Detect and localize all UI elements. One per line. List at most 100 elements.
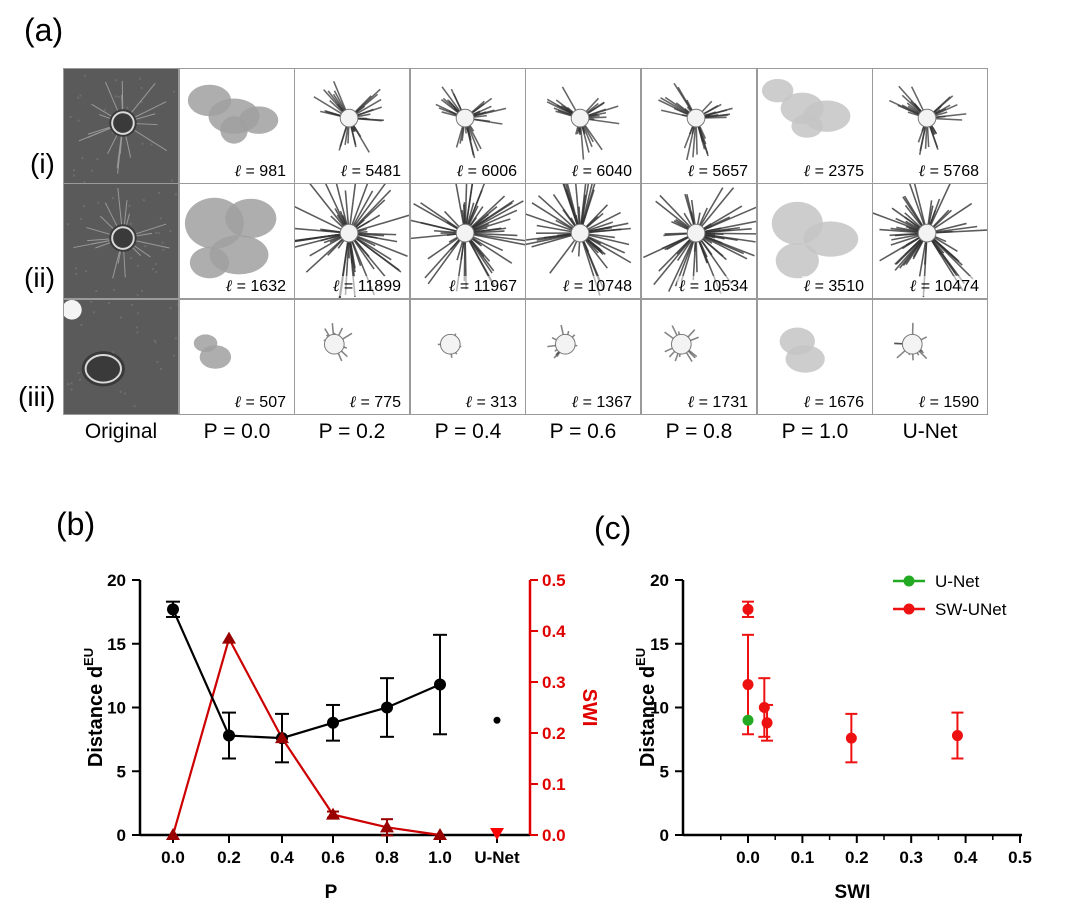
ell-symbol: ℓ	[571, 161, 579, 180]
panel-b-label: (b)	[56, 506, 96, 542]
ell-equals: =	[232, 278, 251, 295]
original-image	[63, 183, 179, 299]
ell-number: 507	[259, 394, 286, 411]
ell-number: 2375	[828, 163, 864, 180]
ell-number: 6040	[596, 163, 632, 180]
ell-value-label: ℓ = 981	[232, 161, 288, 181]
segmentation-image: ℓ = 313	[410, 299, 526, 415]
ell-number: 6006	[481, 163, 517, 180]
chart-b-y2tick-label: 0.2	[542, 724, 566, 743]
segmentation-image: ℓ = 507	[179, 299, 295, 415]
chart-b-xtick-label: 0.6	[321, 848, 345, 867]
chart-b-y2tick-label: 0.4	[542, 622, 566, 641]
ell-equals: =	[339, 278, 358, 295]
chart-b-xlabel: P	[325, 882, 338, 903]
row-label-i: (i)	[30, 148, 55, 179]
segmentation-image: ℓ = 6040	[525, 68, 641, 184]
chart-c-point	[758, 702, 770, 713]
chart-c-xtick-label: 0.0	[736, 848, 760, 867]
ell-equals: =	[810, 278, 829, 295]
ell-number: 981	[259, 163, 286, 180]
ell-symbol: ℓ	[918, 161, 926, 180]
column-label: P = 0.0	[203, 420, 271, 443]
ell-equals: =	[694, 394, 713, 411]
ell-equals: =	[810, 394, 829, 411]
chart-b-swi-line	[171, 635, 441, 837]
ell-number: 1367	[596, 394, 632, 411]
column-label: P = 0.8	[665, 420, 733, 443]
ell-symbol: ℓ	[332, 276, 340, 295]
chart-c-xtick-label: 0.3	[899, 848, 923, 867]
ell-value-label: ℓ = 1676	[801, 392, 866, 412]
ell-equals: =	[455, 278, 474, 295]
chart-c-xtick-label: 0.2	[845, 848, 869, 867]
chart-c-legend-label: U-Net	[935, 572, 980, 591]
chart-b-ytick-label: 15	[107, 635, 126, 654]
chart-b-ytick-label: 20	[107, 571, 126, 590]
chart-b-ytick-label: 10	[107, 699, 126, 718]
ell-value-label: ℓ = 1731	[685, 392, 750, 412]
chart-c-ytick-label: 5	[660, 762, 669, 781]
ell-equals: =	[569, 278, 588, 295]
ell-symbol: ℓ	[803, 161, 811, 180]
ell-symbol: ℓ	[340, 161, 348, 180]
chart-c-xlabel: SWI	[835, 882, 871, 903]
chart-b-distance-point	[167, 603, 179, 616]
segmentation-image: ℓ = 11899	[294, 183, 410, 299]
ell-symbol: ℓ	[687, 392, 695, 411]
ell-number: 313	[490, 394, 517, 411]
ell-value-label: ℓ = 313	[463, 392, 519, 412]
ell-value-label: ℓ = 5481	[338, 161, 403, 181]
segmentation-image: ℓ = 10474	[872, 183, 988, 299]
ell-number: 1676	[828, 394, 864, 411]
chart-c-legend-label: SW-UNet	[935, 600, 1007, 619]
chart-b-ytick-label: 0	[117, 826, 126, 845]
chart-b-xtick-label: 0.2	[217, 848, 241, 867]
ell-equals: =	[578, 394, 597, 411]
chart-b-swi-point	[275, 731, 289, 744]
chart-b-distance-point	[223, 729, 235, 742]
chart-b-y2tick-label: 0.5	[542, 571, 566, 590]
ell-symbol: ℓ	[225, 276, 233, 295]
ell-number: 5768	[943, 163, 979, 180]
segmentation-image: ℓ = 1731	[641, 299, 757, 415]
ell-value-label: ℓ = 5657	[685, 161, 750, 181]
column-label: P = 0.4	[434, 420, 502, 443]
ell-number: 10474	[934, 278, 980, 295]
ell-equals: =	[241, 394, 260, 411]
chart-b-xtick-label: 0.4	[270, 848, 294, 867]
chart-c-ytick-label: 10	[650, 699, 669, 718]
chart-b-distance-line	[171, 608, 441, 740]
chart-b-distance-point	[493, 716, 501, 724]
ell-value-label: ℓ = 11967	[446, 276, 519, 296]
chart-b-y2tick-label: 0.3	[542, 673, 566, 692]
ell-equals: =	[916, 278, 935, 295]
chart-b-distance-point	[381, 701, 393, 714]
ell-equals: =	[685, 278, 704, 295]
ell-equals: =	[356, 394, 375, 411]
chart-b-y2tick-label: 0.0	[542, 826, 566, 845]
chart-c-legend-marker	[903, 603, 915, 615]
ell-equals: =	[578, 163, 597, 180]
ell-value-label: ℓ = 775	[347, 392, 403, 412]
ell-number: 5657	[712, 163, 748, 180]
chart-b-xtick-label: 1.0	[428, 848, 452, 867]
chart-c-ylabel-superscript: EU	[633, 648, 648, 666]
chart-b-swi-point	[490, 828, 504, 840]
ell-symbol: ℓ	[571, 392, 579, 411]
ell-value-label: ℓ = 5768	[916, 161, 981, 181]
segmentation-image: ℓ = 775	[294, 299, 410, 415]
chart-b-xtick-label: U-Net	[474, 848, 520, 867]
ell-equals: =	[463, 163, 482, 180]
ell-symbol: ℓ	[687, 161, 695, 180]
chart-b-y2tick-label: 0.1	[542, 775, 566, 794]
ell-value-label: ℓ = 3510	[801, 276, 866, 296]
chart-c-xtick-label: 0.5	[1008, 848, 1032, 867]
panel-a-label: (a)	[24, 12, 64, 48]
chart-c-point	[845, 732, 857, 744]
ell-value-label: ℓ = 10474	[907, 276, 981, 296]
ell-value-label: ℓ = 1590	[916, 392, 981, 412]
ell-symbol: ℓ	[918, 392, 926, 411]
ell-equals: =	[694, 163, 713, 180]
column-label: Original	[84, 420, 158, 443]
